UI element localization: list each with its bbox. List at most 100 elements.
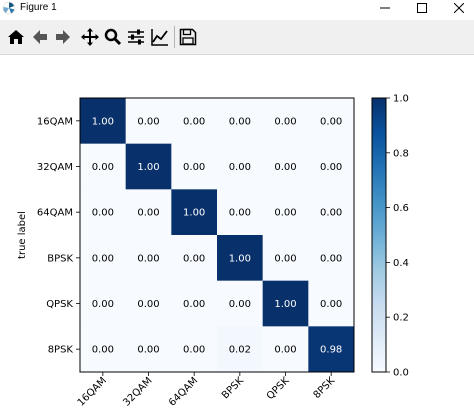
heatmap-cell: [171, 189, 218, 236]
heatmap-cell: [125, 189, 172, 236]
cell-value-label: 0.00: [137, 208, 159, 219]
colorbar: [371, 97, 387, 373]
x-tick-label: 16QAM: [76, 375, 109, 408]
heatmap-cell: [217, 326, 264, 373]
sliders-icon: [128, 29, 144, 45]
heatmap-cell: [308, 326, 355, 373]
navigation-toolbar: [0, 20, 474, 55]
forward-button[interactable]: [52, 26, 74, 48]
window-titlebar: Figure 1: [0, 0, 474, 16]
x-tick-label: QPSK: [265, 375, 292, 402]
heatmap-cell: [262, 98, 309, 145]
move-icon: [81, 28, 99, 46]
cell-value-label: 0.00: [274, 345, 296, 356]
heatmap-cell: [171, 143, 218, 190]
cell-value-label: 0.00: [183, 162, 205, 173]
cell-value-label: 1.00: [137, 162, 159, 173]
y-tick-label: QPSK: [46, 299, 73, 310]
cell-value-label: 0.00: [92, 345, 114, 356]
heatmap-cell: [125, 143, 172, 190]
cell-value-label: 0.02: [229, 345, 251, 356]
cell-value-label: 0.00: [137, 116, 159, 127]
x-tick-label: 64QAM: [167, 375, 200, 408]
heatmap-cell: [80, 98, 127, 145]
cell-value-label: 0.00: [137, 299, 159, 310]
x-tick-label: 32QAM: [121, 375, 154, 408]
zoom-button[interactable]: [102, 26, 124, 48]
y-tick-label: 8PSK: [48, 345, 74, 356]
heatmap-cell: [125, 326, 172, 373]
cell-value-label: 0.00: [229, 116, 251, 127]
heatmap-cell: [217, 235, 264, 282]
heatmap-cell: [171, 326, 218, 373]
heatmap-cell: [308, 98, 355, 145]
heatmap-cell: [217, 143, 264, 190]
cell-value-label: 0.00: [92, 299, 114, 310]
heatmap-cell: [125, 98, 172, 145]
save-button[interactable]: [177, 26, 199, 48]
cell-value-label: 0.98: [320, 345, 342, 356]
configure-subplots-button[interactable]: [125, 26, 147, 48]
heatmap-cell: [262, 189, 309, 236]
cell-value-label: 0.00: [274, 208, 296, 219]
floppy-disk-icon: [179, 28, 197, 46]
heatmap-cell: [171, 280, 218, 327]
heatmap-cell: [262, 143, 309, 190]
cell-value-label: 0.00: [320, 253, 342, 264]
cell-value-label: 0.00: [274, 162, 296, 173]
cell-value-label: 0.00: [137, 253, 159, 264]
y-tick-label: 64QAM: [37, 208, 73, 219]
cell-value-label: 0.00: [320, 116, 342, 127]
cell-value-label: 0.00: [92, 208, 114, 219]
colorbar-tick-label: 0.4: [393, 258, 409, 269]
colorbar-tick-label: 0.6: [393, 203, 409, 214]
cell-value-label: 0.00: [320, 299, 342, 310]
maximize-icon: [417, 3, 427, 13]
heatmap-cell: [80, 326, 127, 373]
back-button[interactable]: [29, 26, 51, 48]
window-title: Figure 1: [20, 2, 57, 13]
cell-value-label: 0.00: [320, 162, 342, 173]
heatmap-cell: [308, 143, 355, 190]
cell-value-label: 1.00: [274, 299, 296, 310]
heatmap-cell: [217, 98, 264, 145]
heatmap-cell: [308, 280, 355, 327]
plot-frame: [79, 97, 355, 373]
line-chart-icon: [151, 29, 168, 46]
heatmap-cell: [262, 280, 309, 327]
minimize-button[interactable]: [370, 0, 400, 16]
arrow-right-icon: [56, 30, 70, 44]
cell-value-label: 0.00: [274, 253, 296, 264]
heatmap-cell: [262, 326, 309, 373]
cell-value-label: 0.00: [92, 162, 114, 173]
cell-value-label: 0.00: [229, 299, 251, 310]
heatmap-cell: [171, 98, 218, 145]
colorbar-tick-label: 0.2: [393, 313, 409, 324]
heatmap-cell: [262, 235, 309, 282]
cell-value-label: 0.00: [183, 116, 205, 127]
figure-canvas[interactable]: 1.00 0.00 0.00 0.00 0.00 0.00 0.00 1.00 0.00 0.00…: [0, 55, 474, 412]
minimize-icon: [380, 7, 390, 9]
maximize-button[interactable]: [407, 0, 437, 16]
close-button[interactable]: [444, 0, 474, 16]
cell-value-label: 0.00: [183, 253, 205, 264]
colorbar-tick-label: 0.8: [393, 148, 409, 159]
arrow-left-icon: [33, 30, 47, 44]
y-tick-label: BPSK: [47, 253, 73, 264]
cell-value-label: 1.00: [183, 208, 205, 219]
home-button[interactable]: [5, 26, 27, 48]
home-icon: [8, 30, 24, 44]
cell-value-label: 1.00: [92, 116, 114, 127]
pan-button[interactable]: [79, 26, 101, 48]
heatmap-cell: [171, 235, 218, 282]
heatmap-cell: [80, 189, 127, 236]
heatmap-cell: [308, 235, 355, 282]
edit-axis-button[interactable]: [149, 26, 171, 48]
toolbar-separator: [174, 26, 175, 48]
cell-value-label: 0.00: [229, 208, 251, 219]
close-icon: [454, 3, 464, 13]
x-tick-label: BPSK: [220, 375, 246, 401]
colorbar-tick-label: 0.0: [393, 368, 409, 379]
heatmap-cell: [308, 189, 355, 236]
cell-value-label: 0.00: [92, 253, 114, 264]
